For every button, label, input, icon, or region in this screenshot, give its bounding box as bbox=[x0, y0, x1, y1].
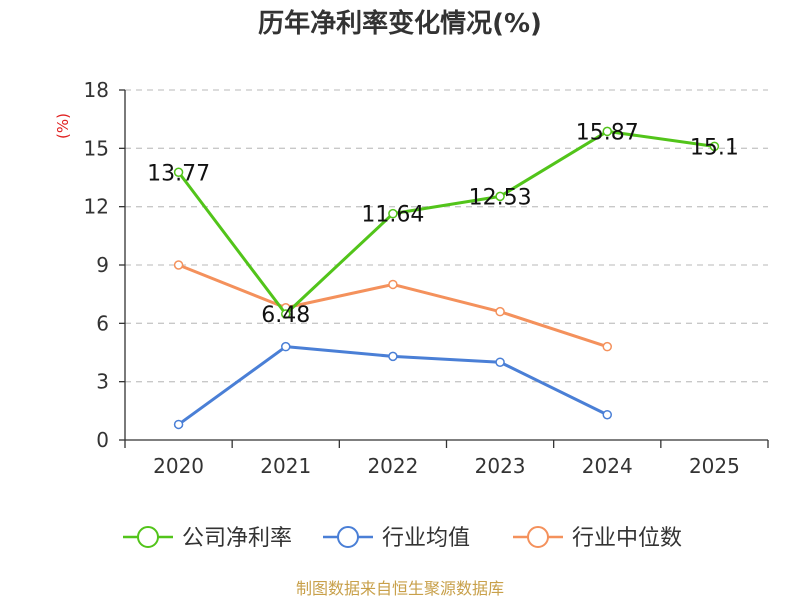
x-tick-label: 2021 bbox=[260, 454, 311, 478]
y-tick-label: 18 bbox=[84, 78, 109, 102]
legend-label: 公司净利率 bbox=[182, 526, 292, 551]
data-point bbox=[495, 191, 505, 202]
data-point bbox=[602, 126, 612, 137]
x-tick-label: 2023 bbox=[475, 454, 526, 478]
data-point bbox=[281, 341, 291, 352]
data-label: 11.64 bbox=[361, 203, 424, 228]
legend-marker bbox=[137, 526, 159, 548]
y-tick-label: 6 bbox=[96, 311, 109, 335]
legend-marker bbox=[527, 526, 549, 548]
data-point bbox=[495, 306, 505, 317]
y-tick-label: 0 bbox=[96, 428, 109, 452]
y-tick-label: 12 bbox=[84, 195, 109, 219]
x-tick-label: 2020 bbox=[153, 454, 204, 478]
data-point bbox=[388, 351, 398, 362]
data-point bbox=[602, 341, 612, 352]
y-tick-label: 9 bbox=[96, 253, 109, 277]
data-point bbox=[173, 419, 184, 430]
data-label: 13.77 bbox=[147, 161, 210, 186]
x-tick-label: 2025 bbox=[689, 454, 740, 478]
data-label: 6.48 bbox=[261, 303, 310, 328]
y-tick-label: 3 bbox=[96, 370, 109, 394]
data-label: 15.87 bbox=[576, 120, 639, 145]
data-point bbox=[388, 208, 398, 219]
data-point bbox=[495, 357, 505, 367]
data-source-note: 制图数据来自恒生聚源数据库 bbox=[296, 579, 504, 598]
legend: 公司净利率 行业均值 行业中位数 bbox=[123, 526, 682, 551]
legend-label: 行业均值 bbox=[382, 526, 470, 551]
legend-label: 行业中位数 bbox=[572, 526, 682, 551]
data-point bbox=[173, 167, 184, 177]
data-labels: 13.77 6.48 11.64 12.53 15.87 15.1 bbox=[147, 120, 739, 328]
grid-lines bbox=[125, 89, 768, 383]
data-label: 15.1 bbox=[690, 135, 739, 160]
chart-title: 历年净利率变化情况(%) bbox=[258, 8, 542, 39]
data-point bbox=[173, 260, 184, 270]
series-line bbox=[178, 263, 608, 349]
data-point bbox=[602, 409, 612, 420]
series-line bbox=[177, 129, 715, 316]
legend-marker bbox=[337, 526, 359, 548]
y-axis-unit: (%) bbox=[54, 113, 72, 139]
series-lines bbox=[173, 126, 720, 430]
data-point bbox=[388, 279, 398, 290]
axes: 0 3 6 9 12 15 18 2020 2021 2022 2023 2024 2025 bbox=[84, 78, 769, 478]
data-point bbox=[709, 141, 720, 152]
data-label: 12.53 bbox=[469, 185, 532, 210]
x-tick-label: 2024 bbox=[582, 454, 633, 478]
data-point bbox=[281, 309, 291, 319]
y-tick-label: 15 bbox=[84, 136, 109, 160]
x-tick-label: 2022 bbox=[367, 454, 418, 478]
